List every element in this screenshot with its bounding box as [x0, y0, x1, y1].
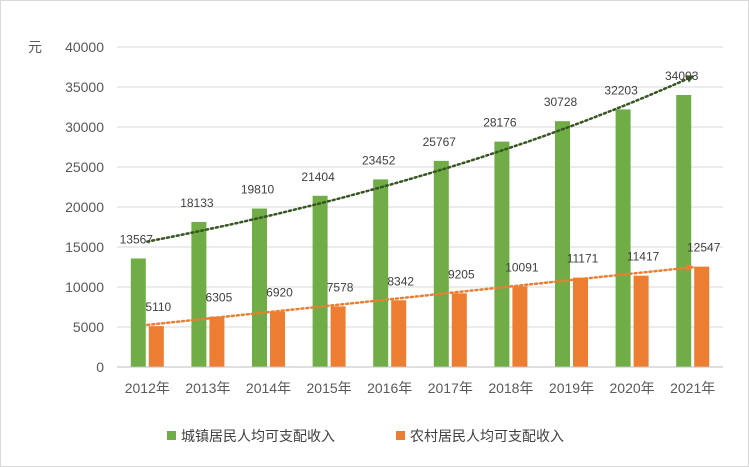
- bars: [130, 94, 710, 368]
- data-label-rural: 9205: [448, 267, 475, 281]
- bar-rural: [209, 316, 225, 367]
- x-tick-label: 2016年: [367, 380, 412, 396]
- bar-urban: [676, 94, 692, 367]
- x-tick-label: 2014年: [246, 380, 291, 396]
- trendline-urban: [146, 75, 695, 243]
- bar-rural: [270, 311, 285, 367]
- x-tick-label: 2020年: [610, 380, 655, 396]
- bar-urban: [130, 258, 146, 367]
- bar-urban: [555, 121, 570, 368]
- x-tick-label: 2017年: [428, 380, 473, 396]
- data-label-rural: 6305: [206, 291, 233, 305]
- y-tick-label: 40000: [65, 39, 104, 55]
- data-label-rural: 11171: [567, 252, 599, 266]
- data-label-urban: 21404: [301, 170, 335, 184]
- bar-rural: [573, 277, 588, 367]
- bar-urban: [494, 141, 510, 367]
- y-tick-label: 25000: [65, 159, 104, 175]
- data-label-urban: 32203: [604, 83, 638, 97]
- x-tick-label: 2012年: [125, 380, 170, 396]
- data-label-urban: 28176: [483, 116, 517, 130]
- bar-urban: [191, 221, 207, 367]
- bar-urban: [373, 179, 389, 367]
- bar-rural: [512, 286, 528, 367]
- bar-urban: [615, 109, 631, 367]
- x-axis: 2012年 2013年 2014年 2015年 2016年 2017年 2018年 2019年…: [117, 366, 723, 396]
- x-tick-label: 2019年: [549, 380, 594, 396]
- legend-label-urban: 城镇居民人均可支配收入: [181, 428, 335, 444]
- data-label-urban: 13567: [120, 232, 154, 246]
- y-tick-label: 15000: [65, 239, 104, 255]
- y-axis-tick-labels: 0 5000 10000 15000 20000 25000 30000 35000 40000: [65, 39, 104, 375]
- legend-swatch-urban: [167, 431, 176, 440]
- bar-urban: [312, 195, 328, 367]
- data-label-rural: 12547: [687, 241, 721, 255]
- data-label-urban: 18133: [180, 196, 214, 210]
- x-tick-label: 2021年: [670, 380, 715, 396]
- data-labels: 13567 18133 19810 21404 23452 25767 28176 30728…: [120, 69, 721, 314]
- y-tick-label: 35000: [65, 79, 104, 95]
- bar-urban: [433, 160, 449, 367]
- y-tick-label: 0: [96, 359, 104, 375]
- bar-rural: [451, 293, 467, 367]
- data-label-urban: 34003: [665, 69, 699, 83]
- data-label-rural: 5110: [145, 300, 171, 314]
- y-tick-label: 20000: [65, 199, 104, 215]
- data-label-rural: 7578: [327, 280, 354, 294]
- legend-swatch-rural: [396, 431, 405, 440]
- data-label-rural: 8342: [387, 274, 414, 288]
- trendlines: [146, 75, 695, 327]
- y-tick-label: 5000: [73, 319, 104, 335]
- y-tick-label: 30000: [65, 119, 104, 135]
- data-label-rural: 10091: [505, 260, 539, 274]
- data-label-urban: 30728: [544, 95, 578, 109]
- x-tick-label: 2018年: [488, 380, 533, 396]
- x-tick-label: 2015年: [307, 380, 352, 396]
- trendline-rural: [146, 263, 695, 327]
- legend-label-rural: 农村居民人均可支配收入: [410, 428, 564, 444]
- data-label-rural: 11417: [627, 250, 660, 264]
- data-label-urban: 25767: [423, 135, 457, 149]
- bar-rural: [694, 266, 710, 367]
- data-label-rural: 6920: [266, 286, 293, 300]
- bar-rural: [148, 326, 164, 367]
- bar-rural: [633, 275, 649, 367]
- bar-rural: [330, 306, 346, 367]
- bar-urban: [252, 208, 267, 367]
- y-axis-label: 元: [28, 39, 42, 55]
- x-tick-label: 2013年: [185, 380, 230, 396]
- bar-rural: [391, 300, 407, 367]
- y-tick-label: 10000: [65, 279, 104, 295]
- data-label-urban: 19810: [241, 183, 275, 197]
- legend: 城镇居民人均可支配收入 农村居民人均可支配收入: [167, 428, 564, 444]
- data-label-urban: 23452: [362, 153, 396, 167]
